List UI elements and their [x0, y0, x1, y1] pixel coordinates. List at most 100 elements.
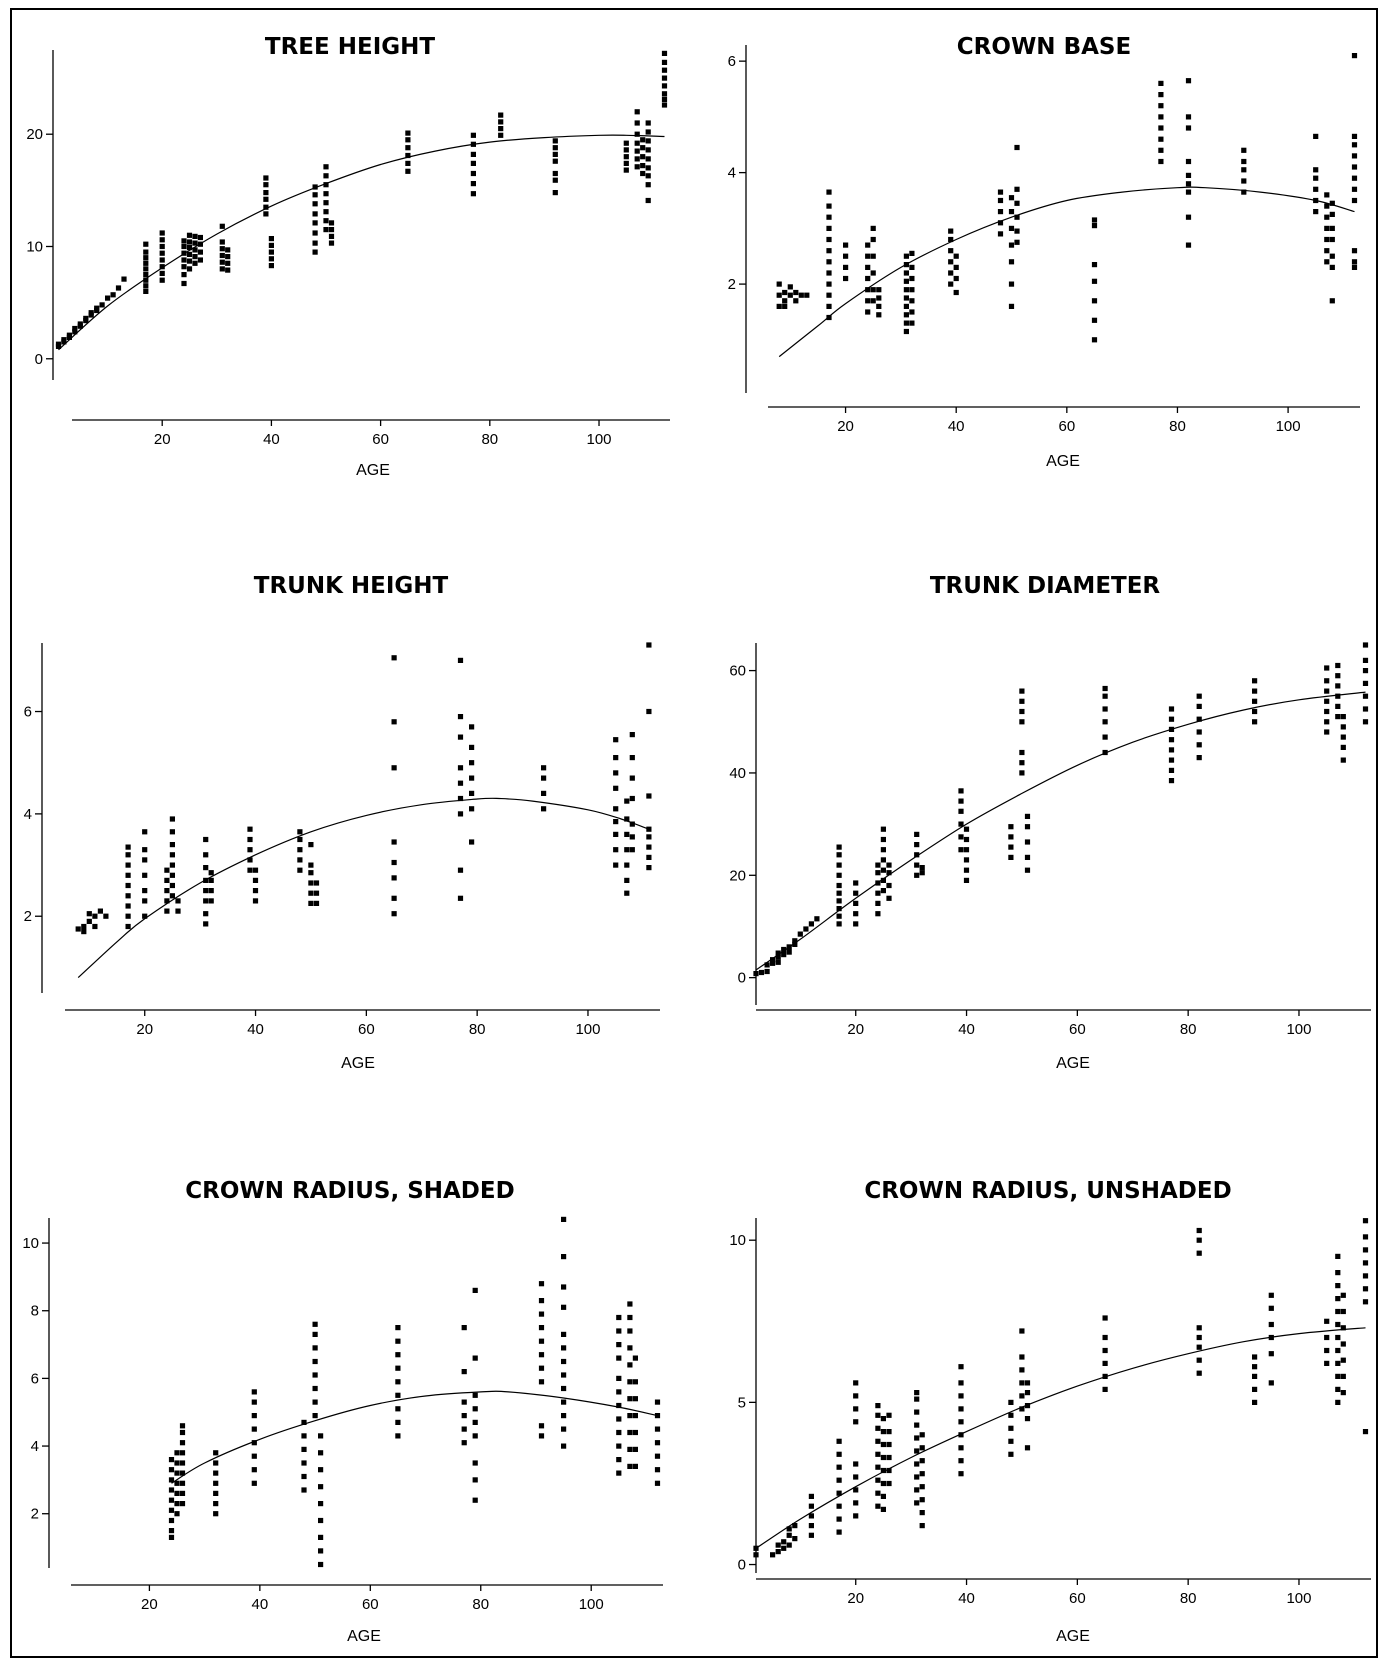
data-point [919, 1510, 925, 1516]
data-point [826, 259, 832, 265]
data-point [308, 900, 314, 906]
data-point [1324, 259, 1330, 265]
data-point [405, 130, 411, 136]
chart-title: TRUNK HEIGHT [254, 573, 449, 599]
data-point [268, 256, 274, 262]
data-point [391, 655, 397, 661]
data-point [616, 1402, 622, 1409]
data-point [1196, 1237, 1202, 1243]
data-point [457, 657, 464, 663]
data-point [1268, 1380, 1274, 1386]
data-point [865, 264, 871, 270]
data-point [661, 50, 668, 56]
data-point [1324, 192, 1330, 198]
data-point [1313, 209, 1319, 215]
data-point [623, 167, 629, 173]
data-point [953, 264, 959, 270]
x-axis-label: AGE [1056, 1628, 1090, 1645]
data-point [318, 1534, 324, 1540]
y-tick-label: 4 [728, 165, 736, 182]
data-point [1019, 760, 1025, 766]
data-point [72, 329, 78, 335]
data-point [251, 1426, 257, 1432]
data-point [1024, 1380, 1031, 1386]
data-point [312, 1358, 318, 1365]
data-point [616, 1355, 622, 1361]
data-point [1014, 239, 1020, 245]
data-point [1019, 698, 1025, 704]
data-point [1324, 236, 1330, 243]
data-point [880, 888, 886, 894]
x-tick-label: 80 [1180, 1021, 1197, 1038]
data-point [903, 253, 909, 259]
data-point [775, 950, 781, 956]
data-point [1351, 264, 1358, 270]
data-point [645, 156, 651, 162]
y-tick-label: 6 [31, 1370, 39, 1387]
data-point [391, 839, 397, 845]
data-point [1335, 1373, 1341, 1379]
data-point [203, 865, 209, 871]
data-point [159, 270, 165, 276]
data-point [886, 1441, 892, 1448]
data-point [640, 145, 646, 151]
data-point [469, 744, 475, 750]
data-point [143, 272, 149, 278]
data-point [541, 765, 547, 771]
data-point [219, 246, 225, 252]
data-point [1252, 1364, 1258, 1370]
x-axis-label: AGE [1056, 1055, 1090, 1072]
data-point [159, 230, 165, 236]
data-point [213, 1470, 219, 1476]
data-point [541, 790, 547, 796]
data-point [1335, 1321, 1341, 1328]
data-point [99, 302, 105, 308]
data-point [203, 921, 209, 927]
data-point [472, 1433, 478, 1439]
data-point [159, 237, 165, 243]
data-point [164, 888, 170, 894]
data-point [870, 253, 876, 259]
data-point [192, 254, 198, 260]
data-point [251, 1413, 257, 1419]
data-point [1268, 1292, 1274, 1298]
x-tick-label: 80 [472, 1596, 489, 1613]
data-point [875, 900, 881, 906]
data-point [645, 182, 651, 188]
x-tick-label: 80 [469, 1021, 486, 1038]
data-point [1102, 1386, 1108, 1392]
data-point [629, 834, 635, 840]
data-point [395, 1325, 401, 1331]
data-point [1196, 1250, 1202, 1256]
x-tick-label: 20 [847, 1590, 864, 1607]
data-point [1008, 195, 1015, 201]
data-point [1168, 716, 1175, 722]
data-point [865, 287, 871, 293]
data-point [836, 882, 842, 889]
data-point [1340, 1373, 1346, 1379]
data-point [880, 1506, 886, 1512]
data-point [312, 1372, 318, 1378]
data-point [623, 160, 629, 166]
data-point [1019, 1380, 1025, 1386]
data-point [919, 1445, 925, 1451]
data-point [1102, 693, 1108, 699]
data-point [1362, 1299, 1369, 1305]
data-point [1024, 1403, 1031, 1409]
data-point [1158, 125, 1164, 131]
data-point [391, 895, 397, 901]
data-point [395, 1338, 401, 1344]
y-tick-label: 8 [31, 1303, 39, 1320]
data-point [903, 270, 909, 276]
data-point [472, 1460, 478, 1466]
data-point [632, 1463, 638, 1469]
data-point [880, 1416, 886, 1422]
data-point [1019, 1367, 1025, 1373]
data-point [919, 865, 925, 871]
data-point [1324, 1318, 1330, 1324]
data-point [301, 1419, 307, 1425]
data-point [654, 1399, 661, 1405]
data-point [1268, 1351, 1274, 1357]
data-point [616, 1375, 622, 1381]
data-point [661, 102, 668, 108]
